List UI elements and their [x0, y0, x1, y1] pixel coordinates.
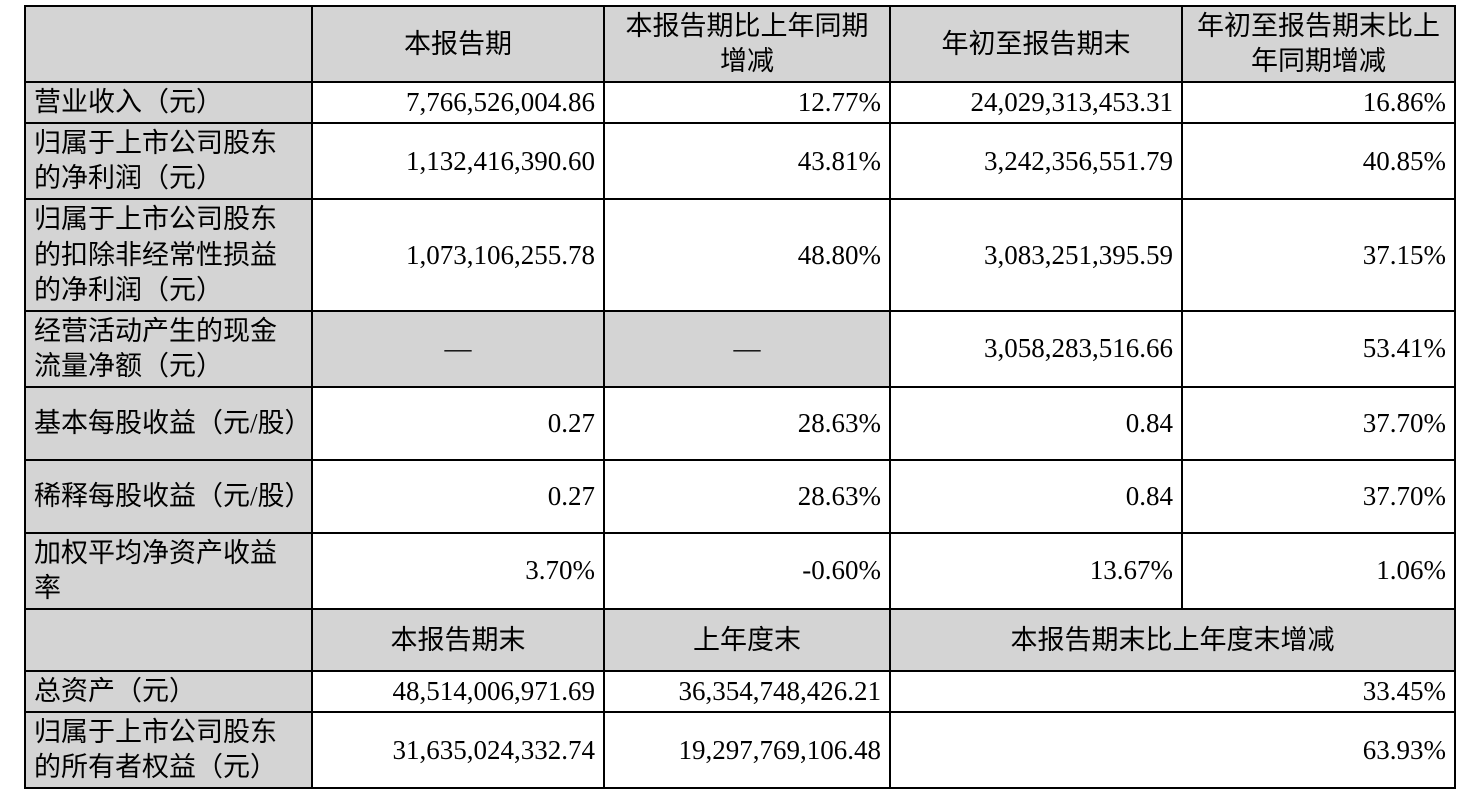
table-row-revenue: 营业收入（元） 7,766,526,004.86 12.77% 24,029,3… [24, 81, 1456, 125]
table-header-row-period-end: 本报告期末 上年度末 本报告期末比上年度末增减 [24, 608, 1456, 673]
table-row-diluted-eps: 稀释每股收益（元/股） 0.27 28.63% 0.84 37.70% [24, 458, 1456, 534]
cell-current-period: 0.27 [311, 458, 605, 534]
cell-current-period-yoy: 43.81% [603, 122, 891, 201]
cell-current-period-yoy: 12.77% [603, 81, 891, 125]
column-header-blank [24, 4, 313, 84]
cell-current-period: 0.27 [311, 385, 605, 461]
cell-ytd-yoy: 53.41% [1181, 309, 1456, 388]
cell-period-end-change: 33.45% [889, 670, 1456, 714]
cell-ytd: 24,029,313,453.31 [889, 81, 1183, 125]
row-label: 归属于上市公司股东的所有者权益（元） [24, 711, 313, 789]
cell-end-of-period: 31,635,024,332.74 [311, 711, 605, 789]
cell-ytd-yoy: 1.06% [1181, 531, 1456, 611]
table-row-total-assets: 总资产（元） 48,514,006,971.69 36,354,748,426.… [24, 670, 1456, 714]
cell-current-period: 1,073,106,255.78 [311, 198, 605, 312]
table-row-operating-cash-flow: 经营活动产生的现金流量净额（元） — — 3,058,283,516.66 53… [24, 309, 1456, 388]
cell-current-period: — [311, 309, 605, 388]
row-label: 稀释每股收益（元/股） [24, 458, 313, 534]
cell-ytd: 3,242,356,551.79 [889, 122, 1183, 201]
row-label: 归属于上市公司股东的净利润（元） [24, 122, 313, 201]
table-row-basic-eps: 基本每股收益（元/股） 0.27 28.63% 0.84 37.70% [24, 385, 1456, 461]
cell-current-period-yoy: 28.63% [603, 458, 891, 534]
row-label: 加权平均净资产收益率 [24, 531, 313, 611]
cell-ytd: 3,058,283,516.66 [889, 309, 1183, 388]
column-header-end-of-last-year: 上年度末 [603, 608, 891, 673]
table-row-net-profit: 归属于上市公司股东的净利润（元） 1,132,416,390.60 43.81%… [24, 122, 1456, 201]
cell-ytd-yoy: 16.86% [1181, 81, 1456, 125]
cell-period-end-change: 63.93% [889, 711, 1456, 789]
cell-current-period: 3.70% [311, 531, 605, 611]
column-header-period-end-change: 本报告期末比上年度末增减 [889, 608, 1456, 673]
row-label: 营业收入（元） [24, 81, 313, 125]
row-label: 基本每股收益（元/股） [24, 385, 313, 461]
column-header-end-of-period: 本报告期末 [311, 608, 605, 673]
cell-ytd-yoy: 40.85% [1181, 122, 1456, 201]
column-header-current-period: 本报告期 [311, 4, 605, 84]
cell-end-of-period: 48,514,006,971.69 [311, 670, 605, 714]
column-header-current-period-yoy: 本报告期比上年同期增减 [603, 4, 891, 84]
financial-summary-table: 本报告期 本报告期比上年同期增减 年初至报告期末 年初至报告期末比上年同期增减 … [24, 4, 1456, 789]
cell-ytd: 13.67% [889, 531, 1183, 611]
column-header-ytd: 年初至报告期末 [889, 4, 1183, 84]
row-label: 经营活动产生的现金流量净额（元） [24, 309, 313, 388]
cell-ytd-yoy: 37.70% [1181, 385, 1456, 461]
table-row-weighted-avg-roe: 加权平均净资产收益率 3.70% -0.60% 13.67% 1.06% [24, 531, 1456, 611]
column-header-ytd-yoy: 年初至报告期末比上年同期增减 [1181, 4, 1456, 84]
column-header-blank [24, 608, 313, 673]
cell-current-period-yoy: 28.63% [603, 385, 891, 461]
cell-end-of-last-year: 36,354,748,426.21 [603, 670, 891, 714]
table-header-row-period: 本报告期 本报告期比上年同期增减 年初至报告期末 年初至报告期末比上年同期增减 [24, 4, 1456, 84]
cell-ytd: 0.84 [889, 458, 1183, 534]
cell-ytd-yoy: 37.70% [1181, 458, 1456, 534]
cell-current-period-yoy: -0.60% [603, 531, 891, 611]
cell-end-of-last-year: 19,297,769,106.48 [603, 711, 891, 789]
row-label: 总资产（元） [24, 670, 313, 714]
cell-ytd-yoy: 37.15% [1181, 198, 1456, 312]
table-row-net-profit-excl-nonrecurring: 归属于上市公司股东的扣除非经常性损益的净利润（元） 1,073,106,255.… [24, 198, 1456, 312]
cell-current-period: 7,766,526,004.86 [311, 81, 605, 125]
cell-current-period-yoy: — [603, 309, 891, 388]
cell-current-period-yoy: 48.80% [603, 198, 891, 312]
row-label: 归属于上市公司股东的扣除非经常性损益的净利润（元） [24, 198, 313, 312]
cell-ytd: 0.84 [889, 385, 1183, 461]
cell-ytd: 3,083,251,395.59 [889, 198, 1183, 312]
table-row-equity: 归属于上市公司股东的所有者权益（元） 31,635,024,332.74 19,… [24, 711, 1456, 789]
cell-current-period: 1,132,416,390.60 [311, 122, 605, 201]
